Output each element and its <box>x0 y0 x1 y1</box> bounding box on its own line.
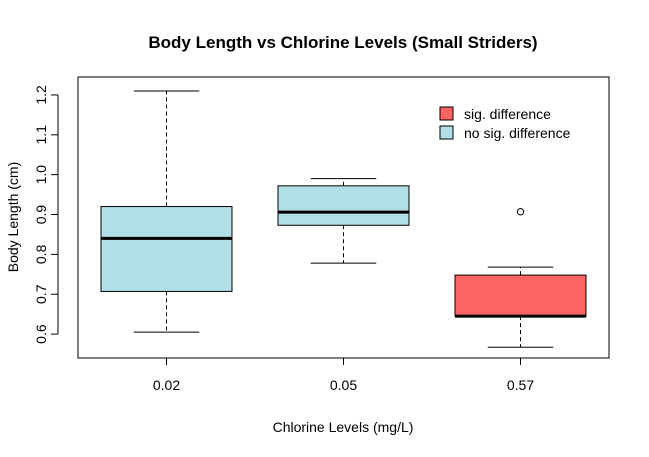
legend-label-sig: sig. difference <box>464 106 551 122</box>
y-tick-label: 1.0 <box>33 165 49 185</box>
x-tick-label: 0.02 <box>153 377 180 393</box>
y-axis: 0.6 0.7 0.8 0.9 1.0 1.1 1.2 <box>33 85 59 344</box>
iqr-box <box>100 206 233 292</box>
outlier-point <box>516 208 525 216</box>
legend-swatch-nosig <box>439 125 454 140</box>
boxes-layer <box>100 90 587 348</box>
iqr-box <box>277 185 410 226</box>
box-0.05 <box>277 178 410 264</box>
y-tick-label: 0.8 <box>33 244 49 264</box>
y-tick-label: 0.7 <box>33 284 49 304</box>
legend-swatch-sig <box>439 106 454 121</box>
chart-title: Body Length vs Chlorine Levels (Small St… <box>148 33 537 52</box>
x-axis-label: Chlorine Levels (mg/L) <box>273 419 414 435</box>
y-axis-label: Body Length (cm) <box>5 162 21 273</box>
x-axis: 0.02 0.05 0.57 <box>153 358 534 393</box>
y-tick-label: 0.9 <box>33 205 49 225</box>
y-tick-label: 1.2 <box>33 85 49 105</box>
x-tick-label: 0.05 <box>330 377 357 393</box>
x-tick-label: 0.57 <box>507 377 534 393</box>
box-0.02 <box>100 90 233 333</box>
box-0.57 <box>454 208 587 348</box>
legend-label-nosig: no sig. difference <box>464 125 571 141</box>
iqr-box <box>454 274 587 317</box>
y-tick-label: 1.1 <box>33 125 49 145</box>
legend: sig. difference no sig. difference <box>439 106 571 141</box>
y-tick-label: 0.6 <box>33 324 49 344</box>
